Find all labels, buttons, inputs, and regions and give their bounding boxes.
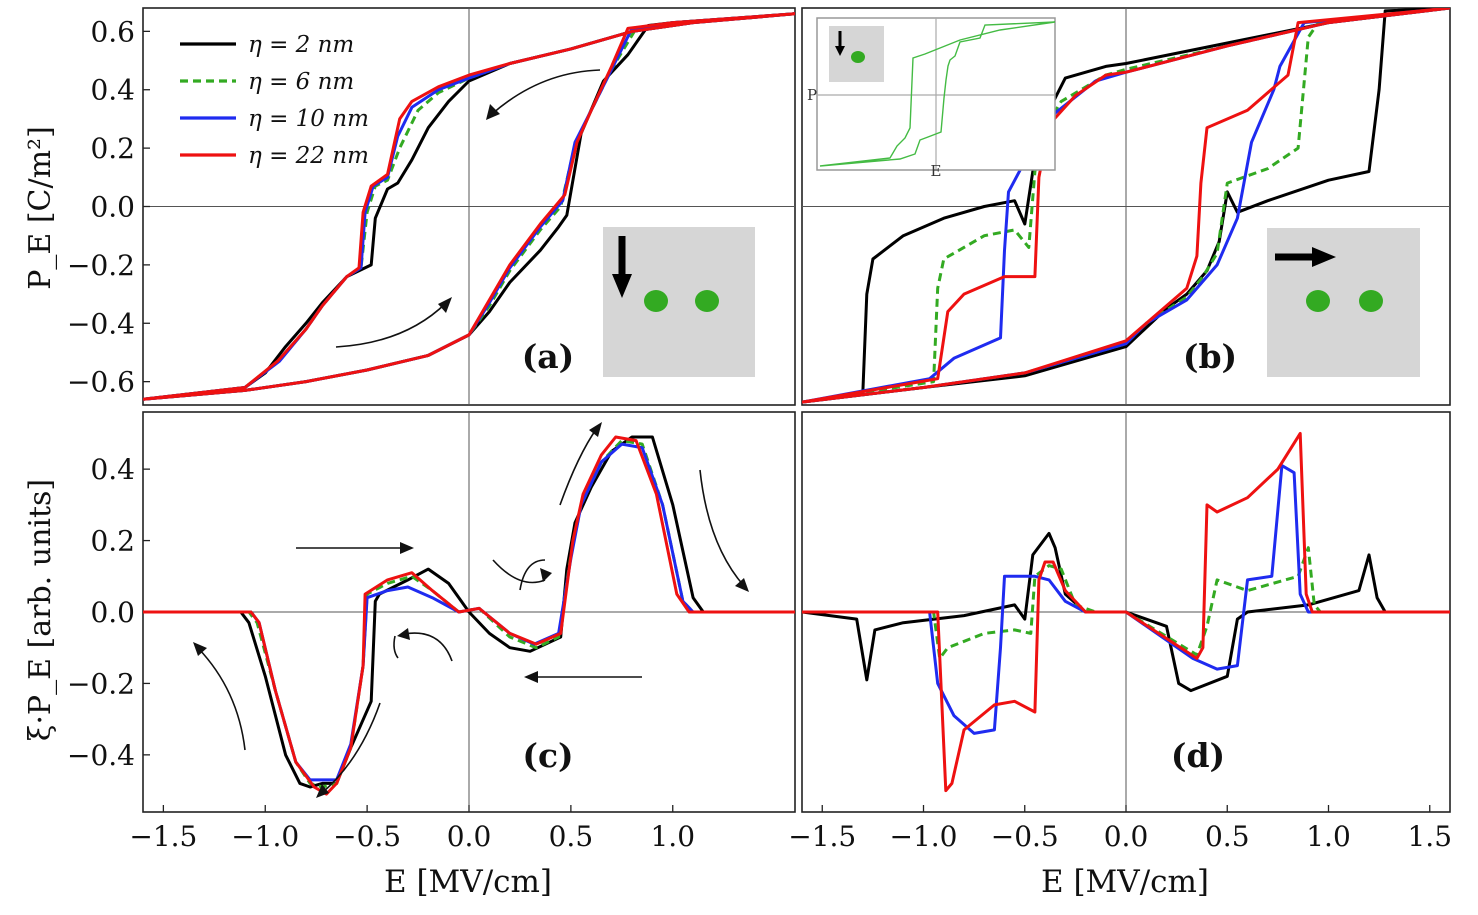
x-tick-label: 0.0 — [1104, 820, 1149, 853]
hysteresis-inset-curve — [819, 21, 1056, 167]
series-line-4 — [802, 8, 1450, 404]
curved-arrow-icon — [197, 647, 246, 751]
panel-b-inset — [1267, 228, 1420, 377]
legend-entry: η = 6 nm — [248, 69, 354, 95]
y-tick-label: −0.4 — [67, 307, 135, 340]
hysteresis-inset-e-label: E — [931, 162, 942, 180]
y-tick-label: 0.4 — [90, 74, 135, 107]
series-line-4 — [143, 12, 795, 401]
curved-arrow-icon — [321, 702, 381, 794]
curved-arrow-icon — [519, 559, 546, 591]
y-axis-label-bottom: ξ·P_E [arb. units] — [23, 479, 58, 741]
curved-arrow-icon — [393, 635, 399, 659]
y-tick-label: 0.4 — [90, 453, 135, 486]
x-tick-label: 1.0 — [650, 820, 695, 853]
panel-label: (b) — [1183, 337, 1237, 376]
panel-a: −0.6 −0.4 −0.2 0.0 0.2 0.4 0.6 (a) — [67, 7, 796, 406]
x-tick-label: −1.5 — [129, 820, 197, 853]
series-line-2 — [802, 546, 1450, 660]
y-axis-label-top: P_E [C/m²] — [23, 126, 58, 290]
y-tick-label: 0.0 — [90, 191, 135, 224]
x-tick-label: −1.0 — [890, 820, 958, 853]
panel-c: −0.4 −0.2 0.0 0.2 0.4 −1.5 −1.0 −0.5 0.0 0.5 1.0 (c… — [67, 411, 796, 853]
curved-arrow-icon — [403, 632, 453, 662]
y-tick-label: −0.6 — [67, 366, 135, 399]
x-axis-label-right: E [MV/cm] — [1041, 864, 1209, 900]
panel-label: (a) — [522, 337, 575, 376]
y-tick-label: −0.2 — [67, 249, 135, 282]
panel-b-hysteresis-inset: P E — [807, 17, 1056, 180]
x-tick-label: −1.5 — [788, 820, 856, 853]
green-dot — [1306, 290, 1330, 312]
series-line-4 — [802, 431, 1450, 793]
curved-arrow-icon — [559, 427, 598, 506]
panel-b-inset-box — [1267, 228, 1420, 377]
panel-b: (b) — [801, 7, 1451, 406]
down-arrow-icon — [612, 236, 632, 298]
curved-arrow-icon — [699, 469, 745, 587]
series-line-4 — [143, 435, 795, 796]
panel-a-inset — [603, 227, 755, 377]
green-dot — [695, 290, 719, 312]
legend-entry: η = 2 nm — [248, 32, 354, 58]
legend-entry: η = 10 nm — [248, 106, 369, 132]
x-tick-label: −0.5 — [991, 820, 1059, 853]
panel-label: (d) — [1171, 736, 1225, 775]
x-axis-label-left: E [MV/cm] — [384, 864, 552, 900]
legend-entry: η = 22 nm — [248, 143, 369, 169]
x-tick-label: 0.5 — [549, 820, 594, 853]
y-tick-label: −0.4 — [67, 739, 135, 772]
panel-a-arrows — [335, 69, 601, 348]
legend: η = 2 nm η = 6 nm η = 10 nm η = 22 nm — [180, 32, 369, 169]
green-dot — [851, 51, 865, 63]
panel-label: (c) — [522, 736, 573, 775]
panel-c-arrows — [193, 422, 749, 798]
panel-d: −1.5 −1.0 −0.5 0.0 0.5 1.0 1.5 (d) — [788, 411, 1452, 853]
x-tick-label: 1.5 — [1407, 820, 1452, 853]
small-down-arrow-icon — [835, 31, 845, 56]
x-tick-label: −1.0 — [231, 820, 299, 853]
right-arrow-icon — [1275, 247, 1336, 267]
curved-arrow-icon — [335, 302, 447, 348]
x-tick-label: −0.5 — [333, 820, 401, 853]
hysteresis-inset-p-label: P — [807, 86, 817, 104]
series-line-1 — [143, 435, 795, 789]
panel-a-inset-box — [603, 227, 755, 377]
y-tick-label: 0.2 — [90, 525, 135, 558]
x-tick-label: 0.0 — [447, 820, 492, 853]
y-tick-label: 0.2 — [90, 132, 135, 165]
curved-arrow-icon — [491, 69, 601, 115]
x-tick-label: 1.0 — [1306, 820, 1351, 853]
y-tick-label: 0.6 — [90, 15, 135, 48]
x-tick-label: 0.5 — [1205, 820, 1250, 853]
y-tick-label: 0.0 — [90, 596, 135, 629]
green-dot — [644, 290, 668, 312]
curved-arrow-icon — [492, 559, 546, 584]
green-dot — [1359, 290, 1383, 312]
y-tick-label: −0.2 — [67, 667, 135, 700]
